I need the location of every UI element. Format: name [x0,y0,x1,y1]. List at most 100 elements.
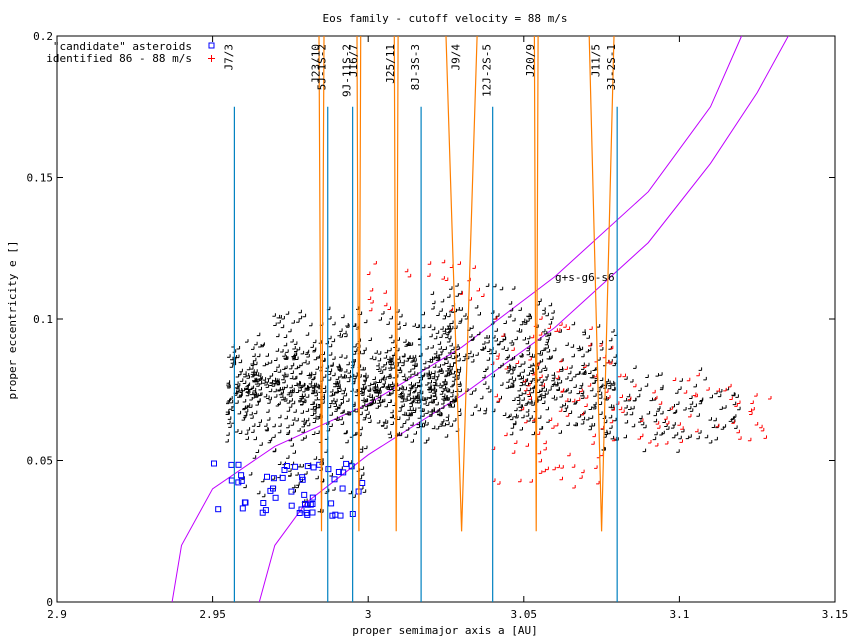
data-point [353,375,357,380]
data-point [332,356,336,360]
data-point [336,417,340,421]
data-point [699,397,704,401]
data-point [293,409,297,413]
data-point [429,359,434,363]
data-point [365,374,369,379]
data-point [226,400,230,405]
data-point [286,430,291,434]
data-point [260,478,265,483]
data-point [312,408,317,412]
data-point [295,484,299,489]
data-point [304,351,309,355]
data-point [703,376,707,381]
data-point [446,389,451,393]
data-point [417,389,421,394]
data-point [296,319,300,323]
data-point [451,382,455,386]
data-point [303,435,307,439]
data-point [459,307,463,311]
identified-point [369,288,374,292]
data-point [363,378,367,382]
data-point [516,394,520,398]
data-point [432,364,437,368]
identified-point [496,353,500,357]
data-point [273,388,277,393]
data-point [283,342,288,347]
data-point [258,377,262,381]
identified-point [404,268,409,273]
data-point [266,417,271,421]
data-point [369,397,374,401]
data-point [272,434,276,438]
identified-point [497,481,501,485]
data-point [593,393,597,397]
data-point [246,427,251,431]
data-point [509,376,513,380]
data-point [649,397,653,402]
data-point [428,394,432,399]
data-point [559,394,563,398]
data-point [446,421,450,426]
data-point [444,356,448,361]
data-point [432,300,436,305]
data-point [226,383,231,388]
identified-point [551,425,555,429]
data-point [519,427,523,431]
identified-point [591,441,595,445]
data-point [288,365,293,370]
data-point [494,328,498,332]
resonance-label: J20/9 [524,44,537,77]
data-point [689,401,694,405]
data-point [280,390,284,394]
data-point [245,389,249,393]
candidate-point [215,506,222,513]
data-point [438,346,442,350]
data-point [367,387,371,391]
data-point [367,388,372,392]
data-point [262,377,267,381]
data-point [516,397,521,401]
identified-point [736,429,740,434]
data-point [243,373,247,378]
data-point [407,368,412,373]
data-point [300,350,305,355]
data-point [448,354,452,359]
data-point [531,354,536,358]
data-point [243,484,247,489]
data-point [253,436,257,441]
data-point [708,440,713,444]
identified-point [749,411,753,415]
data-point [340,421,345,425]
data-point [591,423,596,427]
data-point [284,415,288,420]
data-point [314,397,318,401]
candidate-point [239,505,246,512]
identified-point [565,413,570,417]
data-point [545,333,549,337]
data-point [542,311,546,315]
candidate-point [337,512,344,519]
data-point [388,434,392,439]
data-point [522,390,527,395]
data-point [310,406,314,410]
data-point [452,374,456,378]
data-point [613,417,617,422]
identified-point [558,408,563,412]
data-point [683,407,687,411]
candidate-point [309,509,316,516]
identified-point [539,374,543,378]
data-point [728,418,733,422]
data-point [238,359,243,364]
data-point [611,382,616,386]
data-point [568,410,573,414]
identified-point [564,366,568,370]
data-point [510,370,514,375]
identified-point [759,424,763,429]
data-point [380,364,385,368]
data-point [569,365,573,369]
data-point [249,411,253,416]
data-point [592,367,596,371]
data-point [391,339,395,344]
candidate-point [228,477,235,484]
data-point [322,385,327,389]
